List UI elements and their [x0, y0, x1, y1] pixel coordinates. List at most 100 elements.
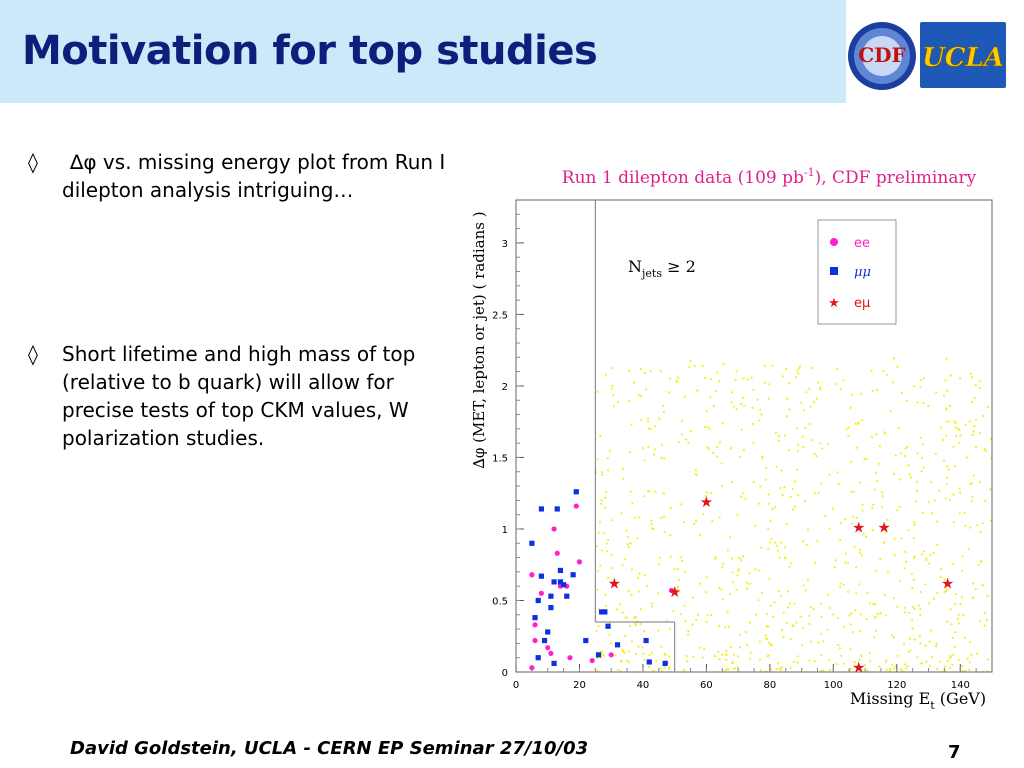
background-point — [851, 631, 854, 634]
background-point — [769, 520, 772, 523]
background-point — [677, 441, 680, 444]
background-point — [853, 664, 856, 667]
background-point — [627, 590, 630, 593]
background-point — [660, 443, 663, 446]
background-point — [643, 630, 646, 633]
background-point — [683, 604, 686, 607]
background-point — [728, 592, 732, 595]
legend-ee-label: ee — [854, 236, 870, 251]
background-point — [947, 468, 950, 471]
background-point — [729, 646, 732, 649]
background-point — [983, 624, 986, 627]
background-point — [652, 453, 656, 456]
legend: ee μμ ★ eμ — [817, 219, 897, 325]
chart-title: Run 1 dilepton data (109 pb-1), CDF prel… — [562, 166, 977, 188]
background-point — [900, 537, 903, 540]
background-point — [972, 474, 976, 477]
background-point — [698, 646, 701, 649]
emu-point: ★ — [941, 574, 954, 592]
background-point — [889, 410, 892, 413]
y-axis-label: ∆φ (MET, lepton or jet) ( radians ) — [470, 211, 488, 468]
background-point — [810, 366, 814, 370]
background-point — [604, 506, 607, 509]
background-point — [827, 443, 830, 446]
background-point — [626, 543, 629, 546]
emu-point: ★ — [852, 659, 865, 677]
background-point — [737, 569, 740, 572]
background-point — [822, 640, 825, 643]
background-point — [812, 608, 815, 611]
background-point — [763, 364, 766, 367]
mumu-point — [602, 609, 608, 615]
background-point — [916, 656, 919, 659]
background-point — [678, 578, 681, 582]
background-point — [904, 611, 907, 614]
background-point — [928, 640, 931, 643]
background-point — [809, 405, 812, 408]
background-point — [969, 526, 972, 529]
background-point — [601, 471, 604, 474]
background-point — [893, 538, 896, 541]
background-point — [929, 554, 932, 557]
background-point — [647, 445, 650, 448]
background-point — [633, 516, 636, 519]
background-point — [738, 633, 741, 636]
background-point — [954, 602, 957, 605]
background-point — [676, 587, 679, 591]
background-point — [620, 660, 623, 663]
background-point — [834, 559, 838, 562]
background-point — [889, 667, 892, 670]
background-point — [849, 623, 852, 626]
background-point — [911, 627, 914, 630]
background-point — [826, 593, 829, 596]
background-point — [659, 370, 662, 373]
background-point — [739, 455, 742, 458]
background-point — [912, 385, 915, 388]
background-point — [687, 633, 690, 636]
background-point — [731, 391, 734, 394]
background-point — [770, 668, 773, 671]
background-point — [875, 433, 878, 436]
background-point — [714, 557, 717, 560]
emu-point: ★ — [852, 519, 865, 537]
y-tick-label: 3 — [502, 239, 508, 250]
background-point — [630, 423, 633, 426]
background-point — [643, 658, 646, 661]
background-point — [732, 405, 735, 408]
background-point — [847, 434, 850, 437]
background-point — [808, 614, 811, 617]
background-point — [675, 590, 678, 594]
background-point — [757, 569, 760, 572]
background-point — [872, 603, 875, 606]
background-point — [758, 419, 761, 422]
background-point — [890, 634, 894, 637]
background-point — [907, 650, 910, 653]
background-point — [772, 615, 775, 618]
background-point — [946, 620, 949, 623]
background-point — [611, 367, 614, 370]
background-point — [956, 617, 960, 621]
scatter-plot: Run 1 dilepton data (109 pb-1), CDF prel… — [458, 152, 998, 726]
background-point — [936, 543, 939, 546]
background-point — [759, 485, 762, 488]
background-point — [729, 447, 732, 450]
background-point — [885, 373, 888, 376]
background-point — [628, 625, 632, 628]
background-point — [820, 615, 823, 618]
background-point — [915, 480, 918, 483]
background-point — [906, 445, 909, 448]
background-point — [627, 535, 630, 538]
y-tick-label: 1.5 — [492, 453, 508, 464]
background-point — [767, 528, 770, 531]
plot-frame — [515, 199, 993, 673]
background-point — [913, 523, 916, 526]
background-point — [871, 389, 874, 392]
background-point — [642, 652, 645, 655]
background-point — [852, 490, 855, 493]
background-point — [654, 425, 657, 428]
legend-ee-marker — [830, 238, 838, 246]
background-point — [692, 655, 695, 658]
background-point — [769, 643, 772, 646]
background-point — [986, 658, 990, 661]
background-point — [822, 669, 825, 672]
